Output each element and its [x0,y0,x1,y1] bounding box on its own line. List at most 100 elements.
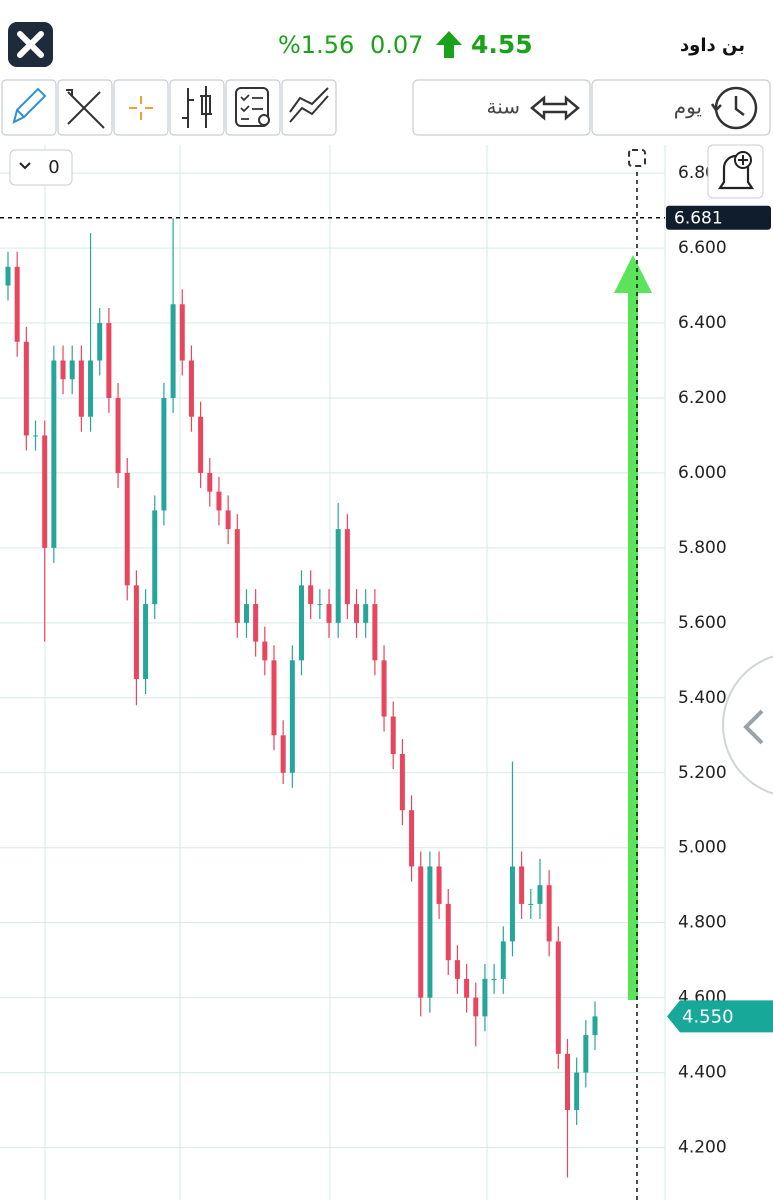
candle-body [509,866,515,942]
candle-body [564,1053,570,1111]
candle-body [253,604,259,642]
last-price-label: 4.550 [682,1006,734,1027]
indicator-count: 0 [48,157,59,178]
candle-body [152,510,158,605]
change: 0.07 [370,31,423,59]
indicators[interactable] [225,79,281,136]
close-button[interactable] [8,22,53,67]
y-tick-label: 5.000 [678,838,727,858]
candle-body [592,1016,598,1036]
candle-body [161,397,167,511]
side-panel-toggle[interactable] [722,653,773,797]
range-button[interactable] [412,79,591,136]
candle-body [326,604,332,623]
candle-body [308,585,314,605]
candle-body [262,641,268,661]
candle-body [473,997,479,1017]
y-tick-label: 5.800 [678,538,727,558]
interval-button[interactable] [591,79,771,136]
candle-body [372,604,378,661]
candle-body [445,903,451,961]
drawn-arrow [614,255,652,1000]
candle-body [574,1072,580,1111]
candle-body [51,360,57,548]
price: 4.55 [471,30,533,59]
candle-body [133,585,139,680]
crosshair-price-label: 6.681 [674,209,723,229]
candle-body [179,304,185,361]
price-chart: 4.2004.4004.6004.8005.0005.2005.4005.600… [0,145,773,1200]
candle-body [537,885,543,904]
candle-body [528,903,534,905]
last-price-box [667,1000,773,1033]
candle-body [418,866,424,998]
up-arrow [436,31,462,58]
change-percent: %1.56 [278,31,354,59]
candle-body [280,735,286,773]
candle-body [289,660,295,773]
candle-body [381,660,387,717]
candle-body [234,529,240,623]
candle-body [124,472,130,586]
candle-body [344,529,350,605]
candle-body [88,360,94,417]
crosshair-handle[interactable] [628,149,646,167]
tools[interactable] [57,79,113,136]
candle-body [271,660,277,736]
candle-body [555,941,561,1054]
interval-label: يوم [674,95,702,119]
candle-body [143,604,149,680]
candle-body [491,978,497,980]
candle-body [482,978,488,1017]
candle-body [427,866,433,998]
range-label: سنة [486,95,520,119]
candle-body [33,435,39,437]
candle-body [390,716,396,755]
candle-body [207,472,213,492]
crosshair-price-box [666,205,771,230]
y-tick-label: 5.600 [678,613,727,633]
candle-body [436,866,442,904]
y-tick-label: 4.200 [678,1138,727,1158]
candle-body [454,960,460,979]
alert-button[interactable] [707,144,764,199]
candle-body [188,360,194,417]
candle-body [546,885,552,942]
chart-type[interactable] [169,79,225,136]
candle-body [60,360,66,380]
candle-body [69,360,75,380]
candle-body [225,510,231,530]
y-tick-label: 6.000 [678,463,727,483]
candle-body [464,978,470,998]
candle-body [243,604,249,623]
indicator-dropdown[interactable] [9,149,73,186]
candle-body [500,941,506,979]
candle-body [519,866,525,904]
candle-body [42,435,48,548]
y-tick-label: 4.400 [678,1063,727,1083]
candle-body [78,360,84,417]
candle-body [14,266,20,342]
compare[interactable] [281,79,337,136]
draw-tool[interactable] [1,79,57,136]
candle-body [399,754,405,811]
candle-body [23,341,29,436]
toolbar: سنة يوم [1,79,771,136]
candle-body [115,397,121,473]
candle-body [106,323,112,398]
candle-body [5,266,11,286]
overlay: 0 [9,144,773,1200]
y-tick-label: 5.400 [678,688,727,708]
candle-body [317,604,323,606]
stock-name: بن داود [680,35,745,56]
candle-body [216,491,222,511]
crosshair-tool[interactable] [113,79,169,136]
y-tick-label: 5.200 [678,763,727,783]
candle-body [198,416,204,473]
candle-body [354,604,360,623]
candle-body [97,323,103,361]
y-tick-label: 6.200 [678,388,727,408]
candle-body [335,529,341,623]
y-tick-label: 6.600 [678,238,727,258]
